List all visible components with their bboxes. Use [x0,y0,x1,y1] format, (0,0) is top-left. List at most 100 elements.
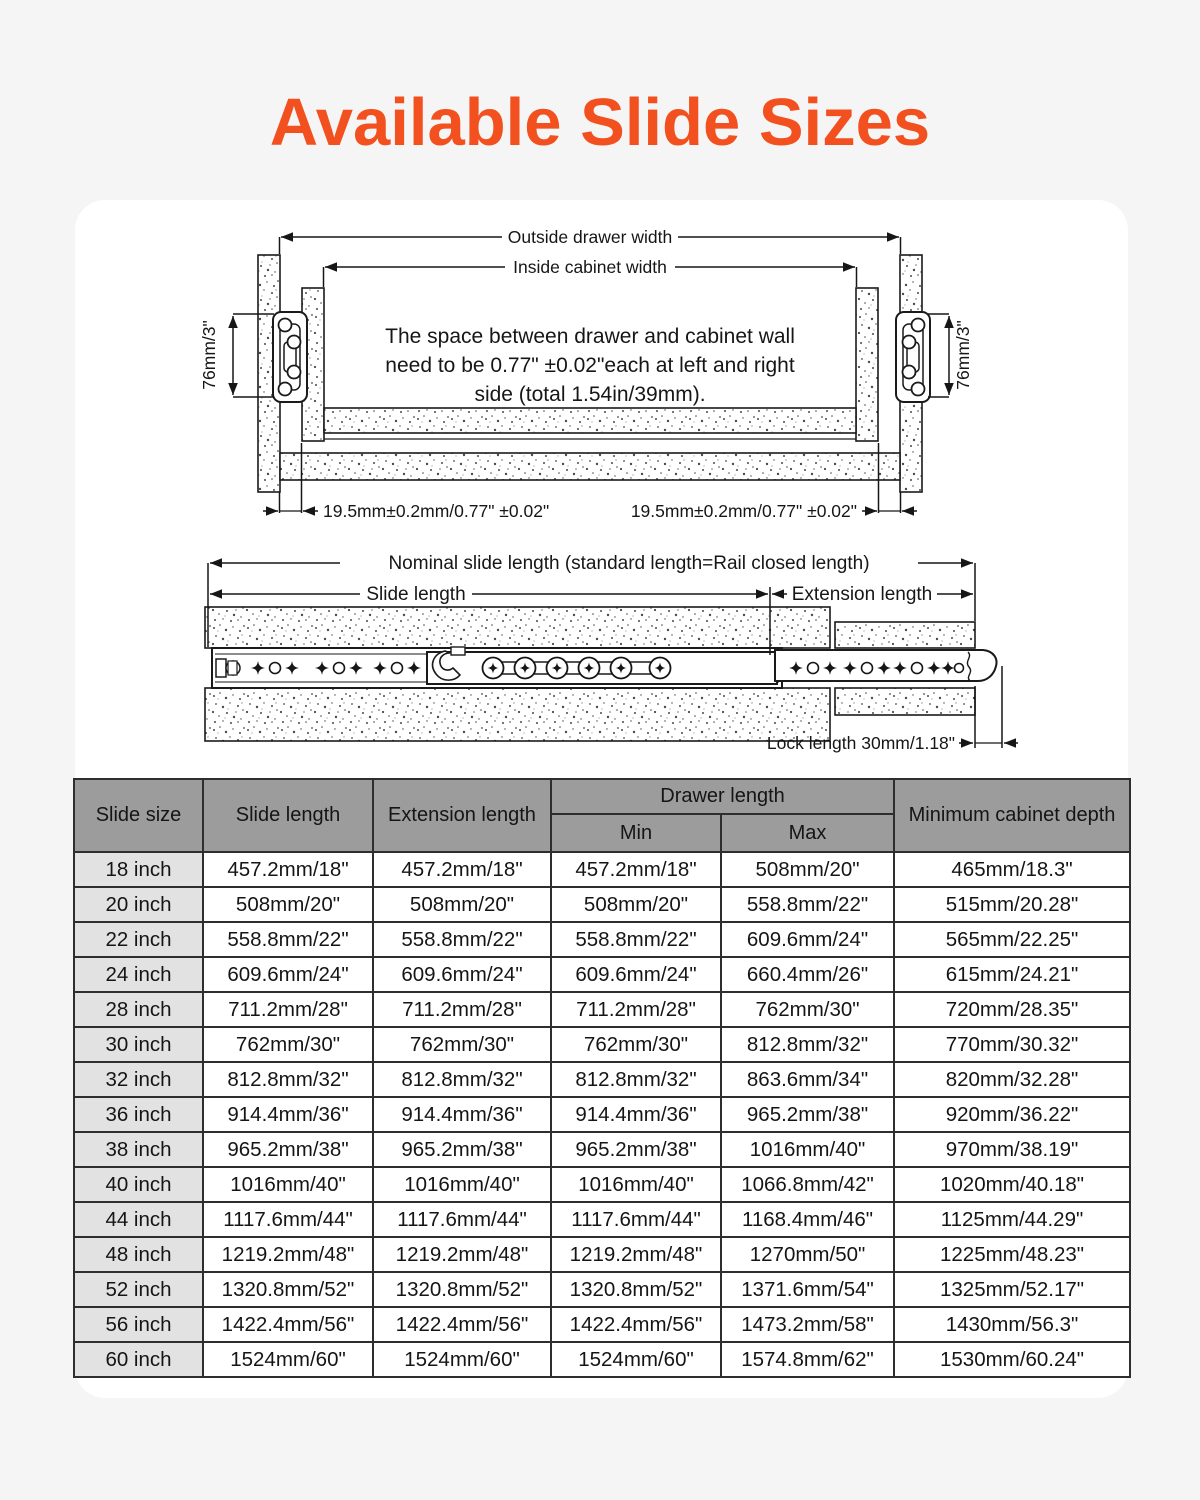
value-cell: 1524mm/60" [372,1341,552,1378]
page-title: Available Slide Sizes [269,85,931,160]
table-row: 20 inch 508mm/20" 508mm/20" 508mm/20" 558.8m… [73,886,1132,923]
ball-bearing-slide-icon-left [272,311,308,403]
value-cell: 508mm/20" [550,886,722,923]
col-header-slide-length: Slide length [202,778,374,853]
value-cell: 812.8mm/32" [719,1026,896,1063]
value-cell: 1117.6mm/44" [202,1201,374,1238]
value-cell: 609.6mm/24" [202,956,374,993]
table-row: 18 inch 457.2mm/18" 457.2mm/18" 457.2mm/18"… [73,851,1132,888]
dim-outside-drawer-width [278,232,902,254]
value-cell: 720mm/28.35" [893,991,1132,1028]
col-header-extension-length: Extension length [372,778,552,853]
value-cell: 1422.4mm/56" [550,1306,722,1343]
value-cell: 1320.8mm/52" [202,1271,374,1308]
value-cell: 1574.8mm/62" [719,1341,896,1378]
slide-size-cell: 32 inch [73,1061,204,1098]
value-cell: 1020mm/40.18" [893,1166,1132,1203]
value-cell: 465mm/18.3" [893,851,1132,888]
value-cell: 1168.4mm/46" [719,1201,896,1238]
note-line-3: side (total 1.54in/39mm). [474,383,705,406]
slide-size-cell: 24 inch [73,956,204,993]
value-cell: 660.4mm/26" [719,956,896,993]
cross-section-diagram: Outside drawer width Inside cabinet widt… [199,227,973,521]
value-cell: 1371.6mm/54" [719,1271,896,1308]
value-cell: 812.8mm/32" [550,1061,722,1098]
value-cell: 508mm/20" [202,886,374,923]
value-cell: 1016mm/40" [202,1166,374,1203]
value-cell: 1320.8mm/52" [372,1271,552,1308]
value-cell: 914.4mm/36" [372,1096,552,1133]
value-cell: 1530mm/60.24" [893,1341,1132,1378]
dim-slide-length [210,587,771,655]
dim-gap-right [862,443,917,516]
ball-retainer-icons [481,656,672,680]
value-cell: 1473.2mm/58" [719,1306,896,1343]
dim-label-slide-height-left: 76mm/3" [199,320,219,389]
slide-size-cell: 44 inch [73,1201,204,1238]
value-cell: 914.4mm/36" [550,1096,722,1133]
value-cell: 762mm/30" [202,1026,374,1063]
dim-nominal-length [207,558,976,647]
value-cell: 609.6mm/24" [372,956,552,993]
value-cell: 1225mm/48.23" [893,1236,1132,1273]
dim-label-lock-length: Lock length 30mm/1.18" [767,733,955,753]
table-row: 30 inch 762mm/30" 762mm/30" 762mm/30" 812.8m… [73,1026,1132,1063]
slide-size-cell: 56 inch [73,1306,204,1343]
value-cell: 1219.2mm/48" [202,1236,374,1273]
table-body: 18 inch 457.2mm/18" 457.2mm/18" 457.2mm/18"… [73,851,1132,1378]
mounting-bracket-icon [215,658,227,678]
value-cell: 1320.8mm/52" [550,1271,722,1308]
slide-rail-extension-member [774,649,998,682]
value-cell: 609.6mm/24" [719,921,896,958]
value-cell: 762mm/30" [550,1026,722,1063]
drawer-bottom-board [323,407,857,434]
value-cell: 820mm/32.28" [893,1061,1132,1098]
value-cell: 609.6mm/24" [550,956,722,993]
dim-label-nominal-length: Nominal slide length (standard length=Ra… [388,555,869,574]
value-cell: 1016mm/40" [550,1166,722,1203]
dim-gap-left [263,443,318,516]
value-cell: 1117.6mm/44" [372,1201,552,1238]
value-cell: 812.8mm/32" [372,1061,552,1098]
slide-rail-drawer-member [426,646,778,685]
cabinet-and-drawer-boards [257,254,923,493]
value-cell: 508mm/20" [719,851,896,888]
dim-label-extension-length: Extension length [792,584,933,605]
slide-size-cell: 52 inch [73,1271,204,1308]
table-row: 36 inch 914.4mm/36" 914.4mm/36" 914.4mm/36"… [73,1096,1132,1133]
value-cell: 615mm/24.21" [893,956,1132,993]
table-row: 24 inch 609.6mm/24" 609.6mm/24" 609.6mm/24"… [73,956,1132,993]
value-cell: 965.2mm/38" [550,1131,722,1168]
note-line-2: need to be 0.77" ±0.02"each at left and … [385,354,795,377]
value-cell: 920mm/36.22" [893,1096,1132,1133]
dim-slide-height-left [228,313,274,398]
value-cell: 965.2mm/38" [372,1131,552,1168]
col-header-drawer-length: Drawer length [549,778,896,815]
table-row: 52 inch 1320.8mm/52" 1320.8mm/52" 1320.8mm/… [73,1271,1132,1308]
value-cell: 1430mm/56.3" [893,1306,1132,1343]
value-cell: 770mm/30.32" [893,1026,1132,1063]
value-cell: 565mm/22.25" [893,921,1132,958]
dim-label-gap-right: 19.5mm±0.2mm/0.77" ±0.02" [631,501,857,521]
rail-rivet-pattern-left [251,661,421,675]
value-cell: 558.8mm/22" [372,921,552,958]
slide-size-cell: 18 inch [73,851,204,888]
drawer-side-board-right [855,287,879,442]
slide-size-cell: 20 inch [73,886,204,923]
ball-bearing-slide-icon-right [895,311,931,403]
dim-label-slide-height-right: 76mm/3" [953,320,973,389]
table-row: 38 inch 965.2mm/38" 965.2mm/38" 965.2mm/38"… [73,1131,1132,1168]
slide-size-cell: 40 inch [73,1166,204,1203]
slide-size-cell: 60 inch [73,1341,204,1378]
slide-size-cell: 38 inch [73,1131,204,1168]
slide-size-cell: 36 inch [73,1096,204,1133]
value-cell: 711.2mm/28" [202,991,374,1028]
value-cell: 1524mm/60" [550,1341,722,1378]
table-row: 48 inch 1219.2mm/48" 1219.2mm/48" 1219.2mm/… [73,1236,1132,1273]
col-header-max: Max [719,813,896,853]
value-cell: 965.2mm/38" [202,1131,374,1168]
cabinet-bottom-board [279,452,901,481]
value-cell: 457.2mm/18" [202,851,374,888]
value-cell: 970mm/38.19" [893,1131,1132,1168]
